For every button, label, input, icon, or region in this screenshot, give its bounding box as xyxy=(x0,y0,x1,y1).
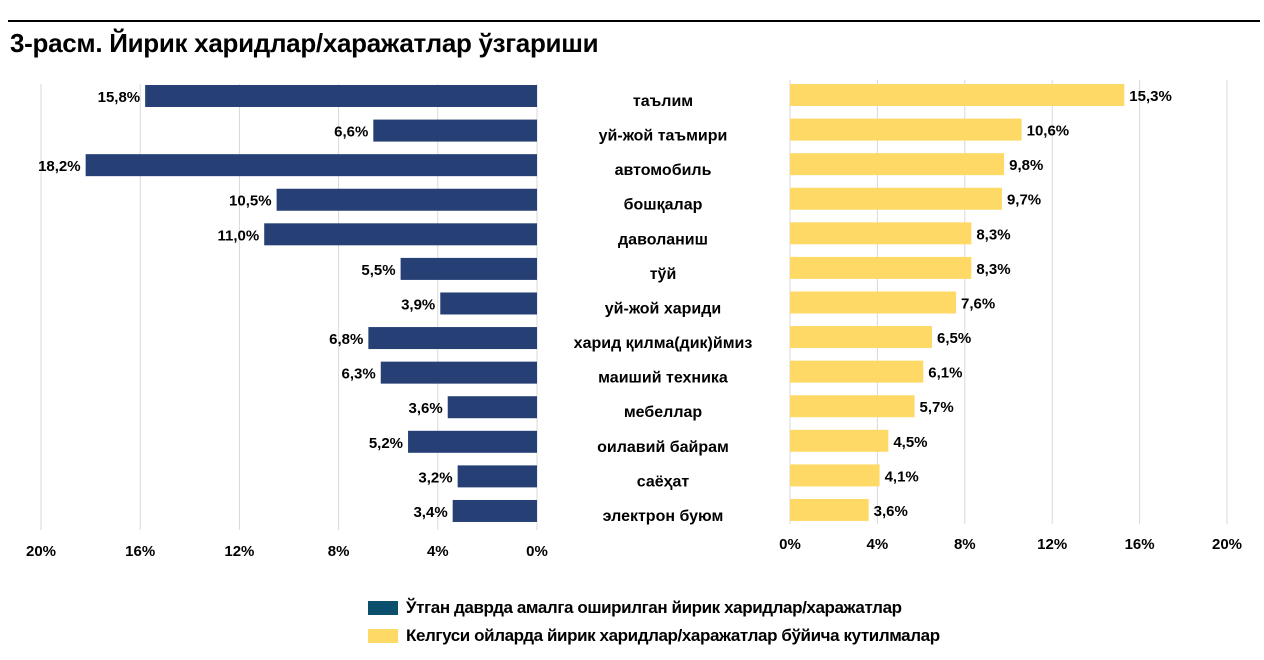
legend-swatch-future xyxy=(368,629,398,643)
data-label-past: 3,2% xyxy=(418,469,452,486)
bar-past xyxy=(85,154,537,177)
data-label-future: 15,3% xyxy=(1129,88,1172,105)
bar-future xyxy=(790,187,1002,210)
x-tick-label-right: 16% xyxy=(1125,536,1155,553)
bar-future xyxy=(790,498,869,521)
data-label-past: 5,2% xyxy=(369,435,403,452)
bar-future xyxy=(790,464,880,487)
x-tick-label-left: 4% xyxy=(427,543,449,560)
category-label: маиший техника xyxy=(598,370,728,387)
legend-swatch-past xyxy=(368,601,398,615)
x-tick-label-left: 8% xyxy=(328,543,350,560)
bar-past xyxy=(457,465,537,488)
x-tick-label-left: 12% xyxy=(224,543,254,560)
category-label: мебеллар xyxy=(624,404,703,421)
bar-future xyxy=(790,153,1005,176)
data-label-past: 15,8% xyxy=(98,89,141,106)
category-label: таълим xyxy=(633,93,693,110)
data-label-future: 10,6% xyxy=(1027,123,1070,140)
category-label: тўй xyxy=(650,266,677,283)
category-label: харид қилма(дик)ймиз xyxy=(574,335,753,352)
bar-past xyxy=(447,396,537,419)
category-label: автомобиль xyxy=(615,162,712,179)
category-label: уй-жой таъмири xyxy=(599,128,728,145)
bar-future xyxy=(790,360,924,383)
x-tick-label-left: 20% xyxy=(26,543,56,560)
bar-future xyxy=(790,395,915,418)
data-label-future: 8,3% xyxy=(976,261,1010,278)
x-tick-label-right: 0% xyxy=(779,536,801,553)
bar-past xyxy=(452,499,537,522)
data-label-past: 3,6% xyxy=(409,400,443,417)
category-label: саёҳат xyxy=(637,473,690,490)
bar-past xyxy=(373,119,537,142)
data-label-future: 7,6% xyxy=(961,295,995,312)
data-label-future: 9,7% xyxy=(1007,192,1041,209)
bar-future xyxy=(790,222,972,245)
category-label: даволаниш xyxy=(618,231,708,248)
x-tick-label-right: 12% xyxy=(1037,536,1067,553)
top-rule xyxy=(8,20,1260,22)
category-label: оилавий байрам xyxy=(597,439,729,456)
x-tick-label-left: 0% xyxy=(526,543,548,560)
bar-past xyxy=(264,223,537,246)
bar-past xyxy=(276,188,537,211)
legend-item-future: Келгуси ойларда йирик харидлар/харажатла… xyxy=(368,626,940,646)
bar-future xyxy=(790,291,957,314)
bar-future xyxy=(790,429,889,452)
category-label: электрон буюм xyxy=(603,508,724,525)
bar-future xyxy=(790,256,972,279)
chart-title: 3-расм. Йирик харидлар/харажатлар ўзгари… xyxy=(10,28,599,58)
bar-past xyxy=(145,85,537,107)
data-label-past: 11,0% xyxy=(217,227,259,244)
bar-past xyxy=(400,257,537,280)
bar-future xyxy=(790,118,1022,141)
bar-future xyxy=(790,84,1125,106)
category-label: уй-жой хариди xyxy=(605,300,721,317)
data-label-past: 5,5% xyxy=(361,262,395,279)
data-label-future: 6,1% xyxy=(928,365,962,382)
x-tick-label-right: 20% xyxy=(1212,536,1242,553)
data-label-future: 5,7% xyxy=(920,399,954,416)
data-label-past: 6,3% xyxy=(342,366,376,383)
data-label-future: 4,1% xyxy=(885,468,919,485)
data-label-past: 3,9% xyxy=(401,296,435,313)
data-label-past: 6,8% xyxy=(329,331,363,348)
data-label-future: 9,8% xyxy=(1009,157,1043,174)
data-label-future: 8,3% xyxy=(976,226,1010,243)
x-tick-label-right: 8% xyxy=(954,536,976,553)
data-label-future: 4,5% xyxy=(893,434,927,451)
bar-future xyxy=(790,326,933,349)
data-label-future: 3,6% xyxy=(874,503,908,520)
category-label: бошқалар xyxy=(624,197,703,214)
x-tick-label-left: 16% xyxy=(125,543,155,560)
data-label-past: 6,6% xyxy=(334,124,368,141)
legend-label-past: Ўтган даврда амалга оширилган йирик хари… xyxy=(406,598,902,617)
data-label-past: 3,4% xyxy=(413,504,447,521)
data-label-future: 6,5% xyxy=(937,330,971,347)
data-label-past: 10,5% xyxy=(229,193,272,210)
bar-past xyxy=(408,430,537,453)
bar-past xyxy=(380,361,537,384)
x-tick-label-right: 4% xyxy=(867,536,889,553)
bar-past xyxy=(368,327,537,350)
data-label-past: 18,2% xyxy=(38,158,81,175)
legend-item-past: Ўтган даврда амалга оширилган йирик хари… xyxy=(368,598,902,618)
legend-label-future: Келгуси ойларда йирик харидлар/харажатла… xyxy=(406,626,940,645)
bar-past xyxy=(440,292,537,315)
